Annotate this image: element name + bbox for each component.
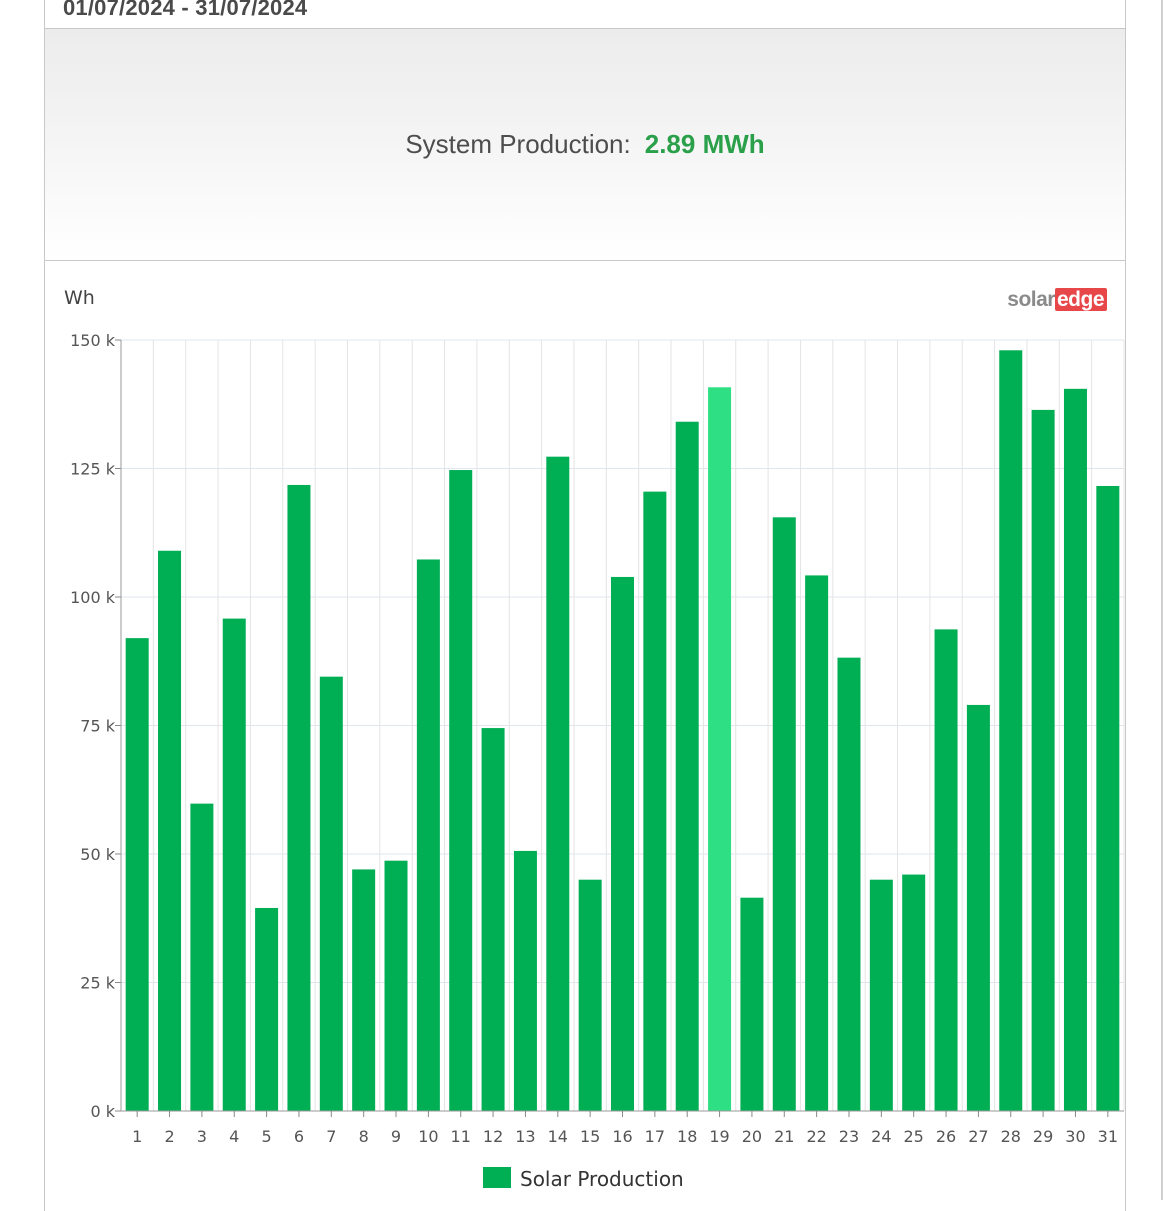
bar-day-18[interactable] xyxy=(675,421,699,1111)
x-tick-label: 15 xyxy=(580,1127,600,1146)
bar-day-27[interactable] xyxy=(966,704,990,1111)
x-tick-label: 19 xyxy=(709,1127,729,1146)
bar-day-22[interactable] xyxy=(805,575,829,1111)
x-tick-label: 17 xyxy=(645,1127,665,1146)
x-tick-label: 7 xyxy=(326,1127,336,1146)
x-tick-label: 6 xyxy=(294,1127,304,1146)
legend-swatch[interactable] xyxy=(483,1167,511,1188)
bar-day-30[interactable] xyxy=(1063,388,1087,1112)
x-tick-label: 2 xyxy=(164,1127,174,1146)
bar-day-1[interactable] xyxy=(125,638,149,1111)
x-tick-label: 29 xyxy=(1033,1127,1053,1146)
x-tick-label: 10 xyxy=(418,1127,438,1146)
bar-day-23[interactable] xyxy=(837,657,861,1111)
bar-day-14[interactable] xyxy=(546,456,570,1112)
bar-day-4[interactable] xyxy=(222,618,246,1111)
bar-day-11[interactable] xyxy=(449,470,473,1111)
bar-day-28[interactable] xyxy=(999,350,1023,1111)
bar-day-13[interactable] xyxy=(513,850,537,1111)
y-tick-label: 75 k xyxy=(80,717,115,736)
x-tick-label: 16 xyxy=(612,1127,632,1146)
x-tick-label: 5 xyxy=(262,1127,272,1146)
bar-day-19[interactable] xyxy=(708,387,732,1112)
summary-panel: System Production: 2.89 MWh xyxy=(44,29,1126,261)
y-tick-label: 125 k xyxy=(70,460,116,479)
logo-edge-text: edge xyxy=(1054,288,1107,311)
bar-day-31[interactable] xyxy=(1096,485,1120,1111)
bar-day-20[interactable] xyxy=(740,897,764,1111)
bar-day-7[interactable] xyxy=(319,676,343,1111)
x-tick-label: 22 xyxy=(806,1127,826,1146)
bar-day-29[interactable] xyxy=(1031,409,1055,1111)
x-tick-label: 8 xyxy=(359,1127,369,1146)
y-tick-label: 0 k xyxy=(90,1102,115,1121)
bar-day-9[interactable] xyxy=(384,860,408,1111)
bar-day-25[interactable] xyxy=(902,874,926,1111)
x-tick-label: 13 xyxy=(515,1127,535,1146)
x-tick-label: 3 xyxy=(197,1127,207,1146)
y-tick-label: 150 k xyxy=(70,331,116,350)
system-production-value: 2.89 MWh xyxy=(644,129,765,159)
y-tick-label: 100 k xyxy=(70,588,116,607)
bar-day-3[interactable] xyxy=(190,803,214,1111)
bar-day-6[interactable] xyxy=(287,484,311,1111)
system-production-summary: System Production: 2.89 MWh xyxy=(45,129,1125,160)
x-tick-label: 20 xyxy=(742,1127,762,1146)
x-tick-label: 25 xyxy=(904,1127,924,1146)
logo-solar-text: solar xyxy=(1007,288,1055,311)
x-tick-label: 28 xyxy=(1001,1127,1021,1146)
bar-day-2[interactable] xyxy=(158,550,182,1111)
legend-label-solar-production[interactable]: Solar Production xyxy=(520,1167,684,1191)
bar-day-26[interactable] xyxy=(934,629,958,1111)
x-tick-label: 21 xyxy=(774,1127,794,1146)
x-tick-label: 9 xyxy=(391,1127,401,1146)
x-tick-label: 27 xyxy=(968,1127,988,1146)
x-tick-label: 24 xyxy=(871,1127,891,1146)
chart-bars xyxy=(125,350,1120,1112)
y-axis-unit-label: Wh xyxy=(64,287,95,309)
bar-day-24[interactable] xyxy=(869,879,893,1111)
page-right-edge xyxy=(1161,0,1163,1200)
date-range-header: 01/07/2024 - 31/07/2024 xyxy=(44,0,1126,29)
x-tick-label: 18 xyxy=(677,1127,697,1146)
x-tick-label: 11 xyxy=(451,1127,471,1146)
y-tick-label: 50 k xyxy=(80,845,115,864)
x-tick-label: 1 xyxy=(132,1127,142,1146)
system-production-label: System Production: xyxy=(405,129,631,159)
x-tick-label: 4 xyxy=(229,1127,239,1146)
bar-day-8[interactable] xyxy=(352,869,376,1111)
solaredge-logo: solaredge xyxy=(1007,288,1107,312)
x-tick-label: 26 xyxy=(936,1127,956,1146)
x-tick-label: 12 xyxy=(483,1127,503,1146)
x-tick-label: 14 xyxy=(548,1127,568,1146)
x-tick-label: 30 xyxy=(1065,1127,1085,1146)
bar-day-21[interactable] xyxy=(772,517,796,1111)
x-tick-label: 23 xyxy=(839,1127,859,1146)
y-tick-label: 25 k xyxy=(80,974,115,993)
x-tick-label: 31 xyxy=(1098,1127,1118,1146)
bar-day-15[interactable] xyxy=(578,879,602,1111)
date-range-label: 01/07/2024 - 31/07/2024 xyxy=(63,0,308,20)
bar-day-10[interactable] xyxy=(416,559,440,1111)
bar-day-17[interactable] xyxy=(643,491,667,1111)
chart-legend: Solar Production xyxy=(483,1167,684,1191)
bar-day-12[interactable] xyxy=(481,728,505,1111)
bar-day-16[interactable] xyxy=(611,576,634,1111)
bar-day-5[interactable] xyxy=(255,907,279,1111)
